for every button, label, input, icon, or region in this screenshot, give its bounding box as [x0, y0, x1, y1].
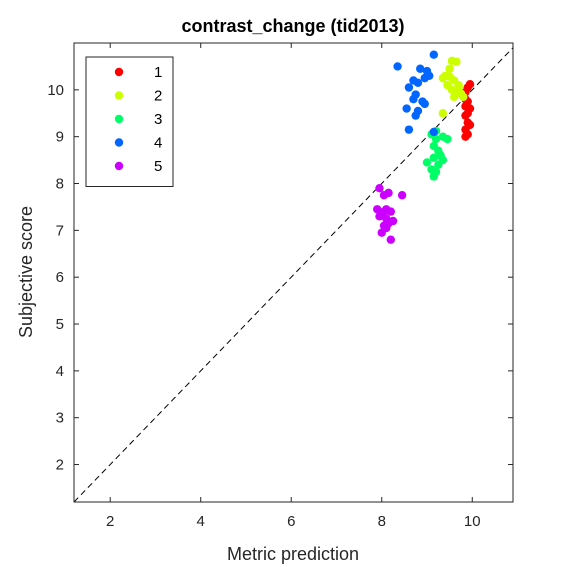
legend-label-4: 4	[154, 135, 162, 152]
data-point-series-4	[402, 104, 411, 113]
data-point-series-2	[438, 109, 448, 118]
data-point-series-4	[425, 71, 434, 80]
y-tick-label: 2	[56, 457, 64, 474]
series-4	[393, 50, 438, 137]
series-5	[373, 183, 407, 244]
legend-box	[85, 56, 174, 187]
data-point-series-4	[393, 62, 402, 71]
data-point-series-2	[438, 73, 448, 83]
x-axis-label: Metric prediction	[227, 544, 359, 564]
data-point-series-3	[443, 134, 452, 144]
y-tick-label: 10	[47, 82, 64, 99]
data-point-series-5	[375, 183, 384, 193]
y-tick-label: 5	[56, 316, 64, 333]
legend-label-2: 2	[154, 88, 162, 105]
data-point-series-3	[434, 160, 443, 169]
data-layer	[74, 47, 513, 502]
data-point-series-3	[429, 153, 438, 162]
legend-label-1: 1	[154, 64, 162, 81]
legend-label-3: 3	[154, 111, 162, 128]
data-point-series-4	[411, 111, 420, 120]
legend-label-5: 5	[154, 158, 162, 175]
data-point-series-5	[373, 205, 382, 214]
data-point-series-3	[422, 158, 432, 167]
data-point-series-5	[382, 223, 391, 233]
axes-box	[73, 42, 514, 503]
axes: 2 4 6 8 10 2 3 4 5 6 7 8 9 10	[47, 42, 514, 530]
legend: 1 2 3 4 5	[85, 56, 174, 187]
data-point-series-4	[413, 78, 423, 88]
y-tick-label: 4	[56, 363, 64, 380]
x-tick-label: 2	[106, 513, 114, 530]
x-tick-label: 4	[197, 513, 205, 530]
data-point-series-4	[429, 50, 438, 59]
y-tick-label: 3	[56, 410, 64, 427]
data-point-series-5	[397, 191, 407, 200]
data-point-series-4	[409, 95, 418, 104]
y-axis-label: Subjective score	[16, 206, 36, 338]
data-point-series-2	[452, 57, 461, 66]
data-point-series-4	[429, 127, 438, 137]
legend-marker-4	[114, 138, 124, 147]
y-tick-label: 6	[56, 269, 64, 286]
data-point-series-2	[449, 92, 459, 102]
x-tick-label: 10	[464, 513, 481, 530]
data-point-series-5	[386, 207, 396, 216]
data-point-series-2	[459, 92, 468, 102]
reference-line	[74, 47, 513, 502]
legend-marker-1	[114, 67, 124, 77]
data-point-series-5	[386, 235, 396, 244]
legend-marker-5	[114, 161, 124, 171]
data-point-series-3	[429, 172, 438, 181]
data-point-series-1	[461, 111, 470, 120]
data-point-series-4	[416, 64, 425, 73]
legend-marker-3	[114, 114, 124, 124]
data-point-series-2	[454, 80, 463, 90]
y-tick-label: 7	[56, 222, 64, 239]
data-point-series-1	[461, 132, 470, 141]
data-point-series-5	[388, 216, 398, 226]
chart-title: contrast_change (tid2013)	[181, 16, 404, 36]
data-point-series-4	[420, 99, 429, 109]
series-2	[438, 56, 468, 118]
data-point-series-2	[445, 64, 454, 73]
y-tick-label: 9	[56, 129, 64, 146]
data-point-series-5	[384, 188, 393, 198]
legend-marker-2	[114, 91, 124, 100]
data-point-series-4	[404, 83, 414, 92]
data-point-series-5	[375, 212, 384, 221]
x-tick-label: 8	[378, 513, 386, 530]
series-3	[422, 126, 452, 181]
x-tick-label: 6	[287, 513, 295, 530]
data-point-series-3	[431, 134, 441, 144]
y-tick-label: 8	[56, 176, 64, 193]
data-point-series-4	[404, 125, 414, 134]
